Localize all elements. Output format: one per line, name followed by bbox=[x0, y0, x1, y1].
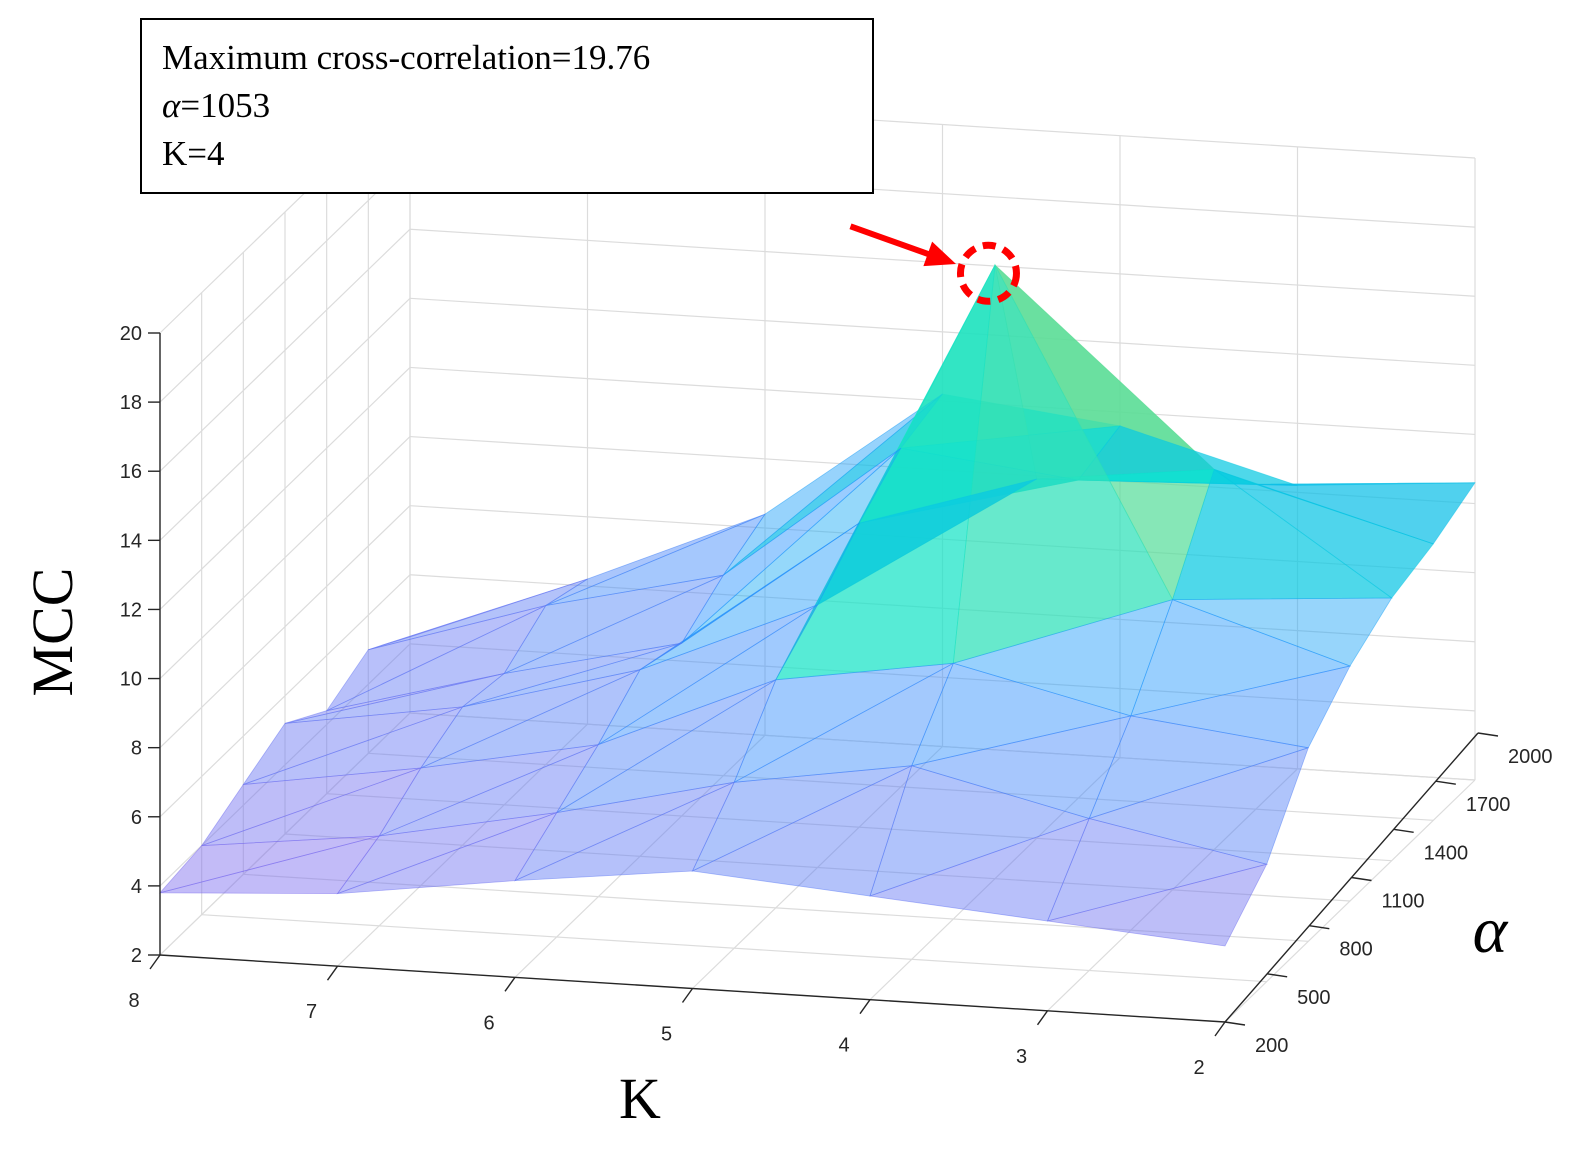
k-tick bbox=[149, 954, 161, 970]
z-tick-label: 8 bbox=[131, 738, 142, 760]
grid-floor-a-1100 bbox=[284, 833, 1351, 902]
grid-floor-a-1700 bbox=[368, 752, 1434, 821]
z-tick-label: 14 bbox=[120, 530, 142, 552]
alpha-tick bbox=[1267, 973, 1288, 978]
z-tick-label: 10 bbox=[120, 669, 142, 691]
z-axis-title: MCC bbox=[20, 568, 85, 697]
alpha-tick bbox=[1393, 828, 1414, 834]
surface-facet bbox=[368, 578, 588, 651]
alpha-tick bbox=[1224, 1021, 1246, 1026]
alpha-tick bbox=[1435, 780, 1456, 785]
k-tick bbox=[1036, 1010, 1049, 1026]
alpha-tick-label: 200 bbox=[1255, 1035, 1288, 1057]
z-tick-label: 20 bbox=[120, 323, 142, 345]
surface-facet bbox=[337, 811, 558, 894]
annotation-alpha-symbol: α bbox=[162, 86, 181, 125]
k-tick-label: 2 bbox=[1193, 1057, 1204, 1079]
peak-marker bbox=[849, 223, 1020, 305]
annotation-box: Maximum cross-correlation=19.76 α=1053 K… bbox=[140, 18, 874, 194]
z-tick-label: 4 bbox=[131, 876, 142, 898]
annotation-k-line: K=4 bbox=[162, 134, 225, 173]
k-tick bbox=[504, 976, 516, 992]
surface-facet bbox=[159, 835, 381, 895]
k-tick bbox=[681, 988, 694, 1003]
k-tick-label: 6 bbox=[483, 1012, 494, 1034]
k-tick-label: 8 bbox=[128, 990, 139, 1012]
grid-floor-a-2000 bbox=[409, 712, 1476, 781]
alpha-tick-label: 800 bbox=[1339, 939, 1372, 961]
grid-lines bbox=[159, 90, 1476, 1023]
surface-facet bbox=[1047, 863, 1268, 947]
z-tick-label: 12 bbox=[120, 599, 142, 621]
alpha-tick-label: 1700 bbox=[1466, 794, 1511, 816]
k-tick bbox=[1214, 1021, 1226, 1037]
alpha-tick bbox=[1351, 876, 1372, 882]
surface-facet bbox=[284, 673, 505, 724]
z-tick-label: 16 bbox=[120, 461, 142, 483]
grid-floor-a-800 bbox=[243, 873, 1309, 942]
k-tick-label: 3 bbox=[1016, 1046, 1027, 1068]
k-axis-title: K bbox=[619, 1066, 661, 1131]
surface-facet bbox=[691, 765, 913, 897]
alpha-tick-label: 1100 bbox=[1382, 891, 1425, 913]
grid-floor-a-1400 bbox=[326, 793, 1392, 862]
z-tick-label: 6 bbox=[131, 807, 142, 829]
peak-arrow-head bbox=[923, 241, 957, 267]
alpha-axis-title: α bbox=[1473, 894, 1509, 967]
surface-facet bbox=[869, 817, 1090, 922]
axes: 2 4 6 8 10 12 14 16 18 20 8 7 6 5 4 3 2 200 500 800 1100 1400… bbox=[20, 323, 1553, 1131]
k-tick-label: 7 bbox=[306, 1001, 317, 1023]
annotation-alpha-line: α=1053 bbox=[162, 82, 852, 130]
alpha-tick-label: 2000 bbox=[1508, 746, 1553, 768]
alpha-tick-label: 500 bbox=[1297, 987, 1330, 1009]
k-tick-label: 4 bbox=[838, 1035, 849, 1057]
peak-circle bbox=[956, 241, 1020, 305]
z-tick-label: 18 bbox=[120, 392, 142, 414]
alpha-tick-label: 1400 bbox=[1424, 842, 1469, 864]
k-tick bbox=[326, 965, 339, 981]
alpha-tick bbox=[1477, 732, 1499, 737]
grid-floor-a-500 bbox=[201, 914, 1267, 983]
surface bbox=[158, 263, 1476, 947]
surface-facet bbox=[514, 781, 736, 881]
annotation-max-line: Maximum cross-correlation=19.76 bbox=[162, 38, 651, 77]
k-tick-label: 5 bbox=[661, 1024, 672, 1046]
k-tick bbox=[859, 999, 871, 1015]
z-tick-label: 2 bbox=[131, 945, 142, 967]
annotation-alpha-value: =1053 bbox=[180, 86, 271, 125]
alpha-tick bbox=[1309, 924, 1330, 930]
